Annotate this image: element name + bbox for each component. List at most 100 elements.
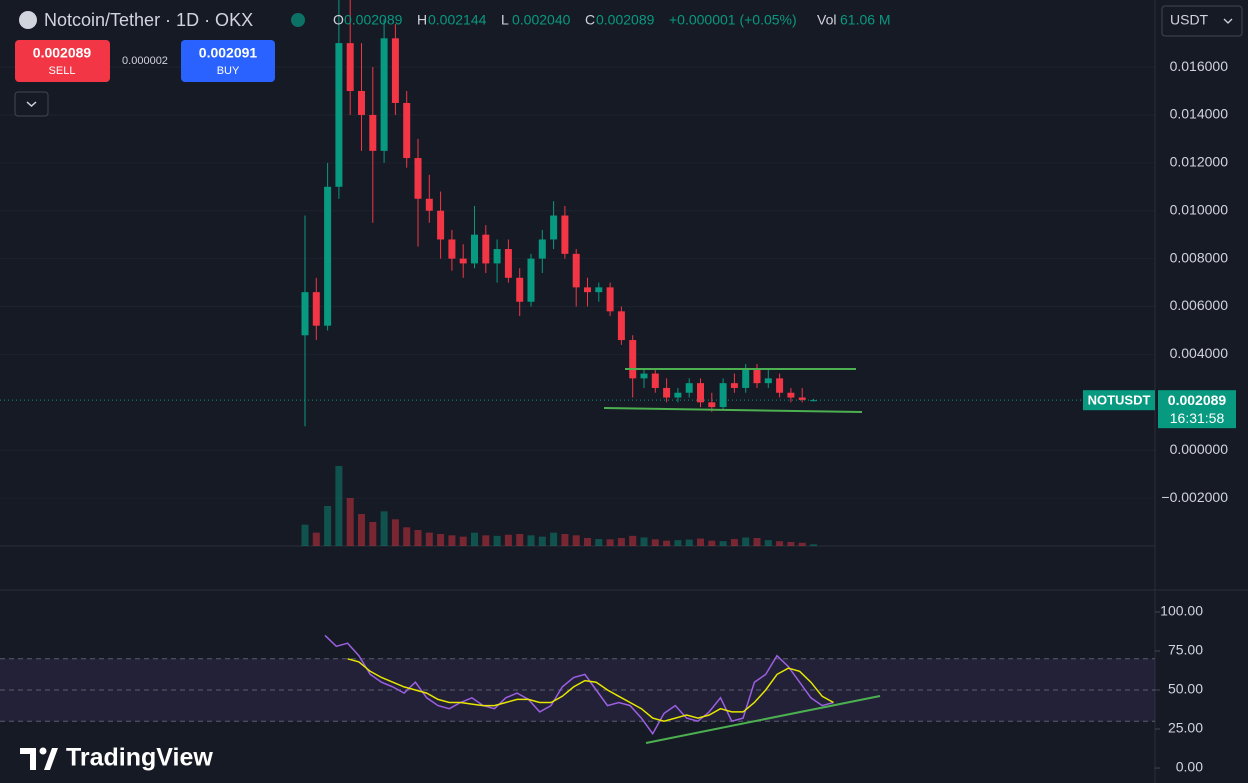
- candle-body: [380, 38, 388, 151]
- logo-icon: [20, 748, 58, 770]
- volume-value: 61.06 M: [840, 12, 891, 28]
- candle-body: [787, 392, 795, 398]
- volume-bar: [391, 519, 399, 546]
- volume-bar: [798, 542, 806, 546]
- branding-logo: TradingView: [20, 744, 213, 772]
- volume-bar: [312, 532, 320, 546]
- branding: TradingView: [66, 744, 213, 772]
- y-tick-label: 0.014000: [1170, 106, 1229, 122]
- rsi-tick-label: 75.00: [1168, 642, 1203, 658]
- volume-bar: [437, 534, 445, 546]
- rsi-tick-label: 100.00: [1160, 603, 1203, 619]
- volume-bar: [719, 541, 727, 546]
- volume-bar: [414, 530, 422, 546]
- volume-bar: [550, 532, 558, 546]
- candle-body: [346, 43, 354, 91]
- candle-body: [414, 158, 422, 199]
- candle-body: [493, 249, 501, 264]
- rsi-ma-line: [347, 658, 834, 722]
- spread: 0.000002: [122, 55, 168, 67]
- chevron: [1223, 18, 1233, 24]
- currency-dropdown[interactable]: [1161, 5, 1243, 37]
- buy-button[interactable]: [181, 40, 275, 82]
- volume-bar: [324, 506, 332, 546]
- buy-label: BUY: [217, 65, 240, 77]
- volume-bar: [493, 535, 501, 546]
- candle-body: [572, 253, 580, 288]
- rsi-tick-label: 0.00: [1176, 759, 1203, 775]
- volume-bar: [346, 498, 354, 546]
- candle-body: [651, 373, 659, 388]
- change: +0.000001 (+0.05%): [669, 12, 797, 28]
- candle-body: [459, 258, 467, 264]
- volume-bar: [810, 544, 817, 546]
- volume-bar: [403, 527, 411, 546]
- volume-bar: [697, 538, 704, 546]
- y-tick-label: 0.004000: [1170, 345, 1229, 361]
- volume-bar: [753, 538, 761, 546]
- sell-button[interactable]: [15, 40, 110, 82]
- currency: USDT: [1170, 12, 1209, 28]
- volume-bar: [663, 540, 671, 546]
- trendline: [645, 695, 881, 744]
- ohlc-header: O 0.002089 H 0.002144 L 0.002040 C 0.002089: [333, 12, 655, 28]
- candle-body: [335, 43, 343, 187]
- candle-body: [674, 392, 682, 398]
- y-tick-label: 0.016000: [1170, 58, 1229, 74]
- volume-bar: [425, 532, 433, 546]
- volume-bar: [538, 536, 546, 546]
- symbol-tag-label: NOTUSDT: [1088, 393, 1151, 408]
- sell-price: 0.002089: [33, 45, 92, 61]
- candle-body: [425, 198, 433, 211]
- candle-body: [730, 383, 738, 388]
- trendline: [603, 407, 863, 413]
- candle-body: [527, 258, 535, 302]
- y-tick-label: −0.002000: [1161, 489, 1228, 505]
- volume-bar: [516, 534, 524, 546]
- collapse-button[interactable]: [14, 91, 49, 117]
- volume-bar: [448, 535, 456, 546]
- candle-body: [617, 311, 625, 341]
- candle-body: [708, 402, 716, 408]
- volume-bar: [504, 534, 512, 546]
- y-tick-label: 0.008000: [1170, 249, 1229, 265]
- buy-price: 0.002091: [199, 45, 258, 61]
- volume-label: Vol: [817, 12, 836, 28]
- candle-body: [312, 292, 320, 326]
- volume-bar: [380, 511, 388, 546]
- chart-title: Notcoin/Tether · 1D · OKX: [44, 10, 253, 30]
- candle-body: [663, 387, 671, 398]
- candle-body: [640, 373, 648, 379]
- price-tag: [1158, 390, 1236, 429]
- candle-body: [764, 378, 772, 384]
- volume-bar: [764, 540, 772, 546]
- candle-body: [471, 234, 478, 264]
- volume-bar: [640, 537, 648, 546]
- candle-body: [403, 102, 411, 159]
- volume-bar: [471, 532, 478, 546]
- ohlc-value: 0.002144: [428, 12, 487, 28]
- candle-body: [629, 340, 637, 379]
- candle-body: [798, 397, 806, 400]
- volume-bar: [685, 539, 693, 546]
- candle-body: [606, 287, 614, 312]
- ohlc-key: C: [585, 12, 595, 28]
- visibility-icon[interactable]: [291, 13, 305, 27]
- candle-body: [550, 215, 558, 240]
- volume-bar: [617, 538, 625, 546]
- candle-body: [301, 292, 309, 336]
- volume-bar: [595, 539, 603, 546]
- candle-body: [369, 114, 377, 151]
- volume-bar: [776, 541, 784, 546]
- volume-bar: [301, 524, 309, 546]
- candle-body: [437, 210, 445, 240]
- candle-body: [697, 383, 704, 403]
- candle-body: [810, 400, 817, 402]
- volume-bar: [651, 539, 659, 546]
- volume-bar: [358, 514, 365, 546]
- volume-bar: [606, 539, 614, 546]
- y-tick-label: 0.000000: [1170, 441, 1229, 457]
- candle-body: [742, 368, 750, 388]
